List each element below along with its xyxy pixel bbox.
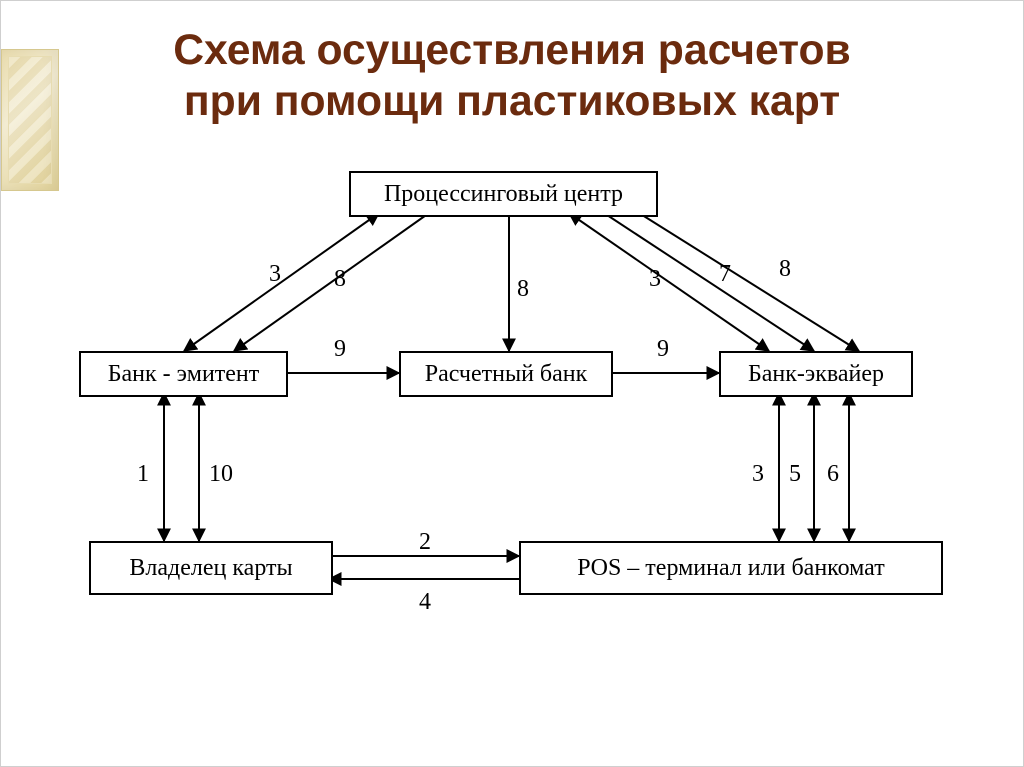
edge-label-8-2: 8 bbox=[517, 276, 529, 303]
flowchart: Процессинговый центр Банк - эмитент Расчет… bbox=[79, 161, 959, 641]
edge-label-3-0: 3 bbox=[269, 261, 281, 288]
edge-label-8-5: 8 bbox=[779, 256, 791, 283]
edge-label-1-8: 1 bbox=[137, 461, 149, 488]
node-settle: Расчетный банк bbox=[399, 351, 613, 397]
edge-proc-acq-3 bbox=[569, 213, 769, 351]
node-owner: Владелец карты bbox=[89, 541, 333, 595]
edge-label-9-6: 9 bbox=[334, 336, 346, 363]
edge-label-7-4: 7 bbox=[719, 261, 731, 288]
edge-label-6-12: 6 bbox=[827, 461, 839, 488]
edge-proc-issuer-0 bbox=[184, 213, 379, 351]
node-proc: Процессинговый центр bbox=[349, 171, 658, 217]
edge-label-8-1: 8 bbox=[334, 266, 346, 293]
slide: Схема осуществления расчетов при помощи … bbox=[0, 0, 1024, 767]
edge-proc-issuer-1 bbox=[234, 213, 429, 351]
edge-label-10-9: 10 bbox=[209, 461, 233, 488]
node-pos: POS – терминал или банкомат bbox=[519, 541, 943, 595]
page-title: Схема осуществления расчетов при помощи … bbox=[1, 25, 1023, 127]
node-issuer: Банк - эмитент bbox=[79, 351, 288, 397]
node-acq: Банк-эквайер bbox=[719, 351, 913, 397]
edge-label-3-3: 3 bbox=[649, 266, 661, 293]
edge-label-4-14: 4 bbox=[419, 589, 431, 616]
edge-label-5-11: 5 bbox=[789, 461, 801, 488]
edge-proc-acq-5 bbox=[639, 213, 859, 351]
edge-label-2-13: 2 bbox=[419, 529, 431, 556]
title-line-2: при помощи пластиковых карт bbox=[1, 76, 1023, 127]
edge-label-3-10: 3 bbox=[752, 461, 764, 488]
edge-label-9-7: 9 bbox=[657, 336, 669, 363]
title-line-1: Схема осуществления расчетов bbox=[1, 25, 1023, 76]
